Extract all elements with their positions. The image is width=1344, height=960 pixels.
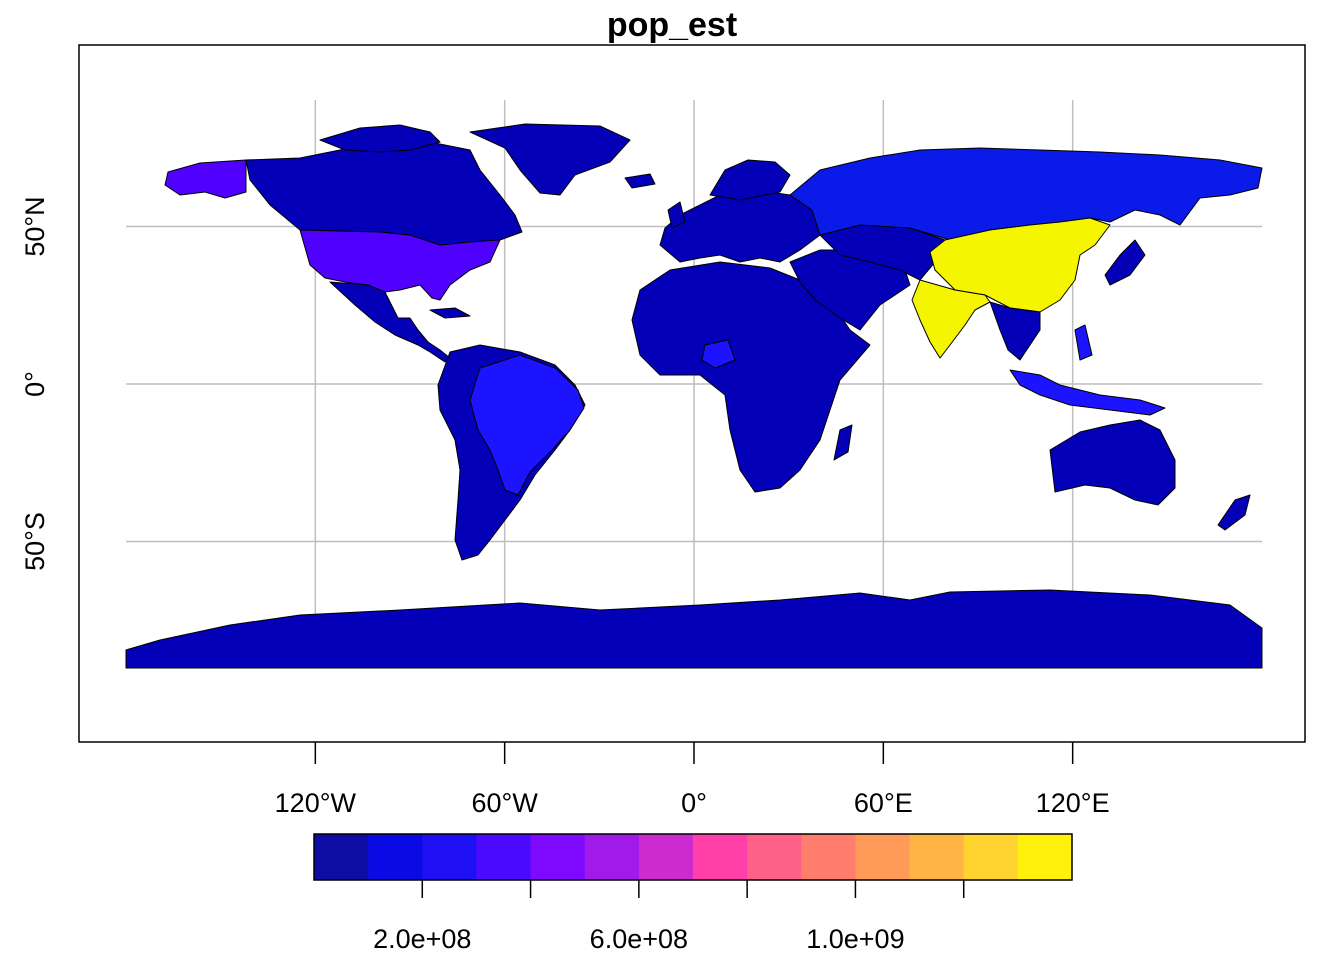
legend-swatch xyxy=(530,834,586,880)
country-nigeria[interactable] xyxy=(701,339,736,369)
legend-swatch xyxy=(314,834,369,880)
legend-frame xyxy=(313,833,1073,881)
legend-swatch xyxy=(963,834,1019,880)
country-indonesia[interactable] xyxy=(1009,369,1166,416)
legend-swatch xyxy=(909,834,965,880)
latitude-axis: 50°N 0° 50°S xyxy=(20,196,50,571)
country-india[interactable] xyxy=(911,279,991,359)
legend-swatch xyxy=(801,834,856,880)
country-brazil[interactable] xyxy=(469,354,585,496)
lon-tick-label: 60°E xyxy=(854,788,913,818)
land-layer xyxy=(125,123,1263,669)
country-russia[interactable] xyxy=(789,147,1263,241)
country-australia[interactable] xyxy=(1049,419,1176,506)
country-alaska[interactable] xyxy=(164,159,247,199)
lat-tick-label: 50°S xyxy=(20,512,50,571)
lat-tick-label: 0° xyxy=(20,371,50,397)
country-iceland[interactable] xyxy=(624,173,656,189)
country-africa[interactable] xyxy=(631,261,871,493)
country-antarctica[interactable] xyxy=(125,589,1263,669)
color-legend: 2.0e+08 6.0e+08 1.0e+09 xyxy=(313,833,1073,954)
legend-tick-label: 1.0e+09 xyxy=(806,924,904,954)
country-mexico[interactable] xyxy=(329,281,451,363)
lon-tick-label: 120°E xyxy=(1036,788,1110,818)
legend-swatch xyxy=(638,834,694,880)
lat-tick-label: 50°N xyxy=(20,196,50,256)
lon-tick-label: 0° xyxy=(681,788,707,818)
legend-swatch xyxy=(422,834,477,880)
country-china[interactable] xyxy=(929,217,1111,313)
legend-swatch xyxy=(368,834,423,880)
country-uk[interactable] xyxy=(667,201,686,229)
legend-swatch xyxy=(747,834,802,880)
country-new-zealand[interactable] xyxy=(1217,494,1251,531)
legend-swatch xyxy=(693,834,748,880)
legend-swatch xyxy=(855,834,911,880)
legend-tick-label: 6.0e+08 xyxy=(590,924,688,954)
country-usa[interactable] xyxy=(299,229,501,301)
longitude-axis: 120°W 60°W 0° 60°E 120°E xyxy=(275,742,1110,818)
country-canada-islands[interactable] xyxy=(319,124,441,153)
country-cuba[interactable] xyxy=(429,307,471,319)
lon-tick-label: 60°W xyxy=(472,788,539,818)
legend-swatch xyxy=(476,834,532,880)
legend-swatch xyxy=(584,834,640,880)
lon-tick-label: 120°W xyxy=(275,788,357,818)
map-title: pop_est xyxy=(606,6,738,44)
country-greenland[interactable] xyxy=(469,123,631,196)
country-philippines[interactable] xyxy=(1074,324,1093,361)
legend-tick-label: 2.0e+08 xyxy=(373,924,471,954)
country-madagascar[interactable] xyxy=(833,424,853,461)
country-japan[interactable] xyxy=(1104,239,1146,286)
country-scandinavia[interactable] xyxy=(709,159,791,201)
country-southeast-asia[interactable] xyxy=(989,301,1041,361)
legend-swatch xyxy=(1017,834,1073,880)
